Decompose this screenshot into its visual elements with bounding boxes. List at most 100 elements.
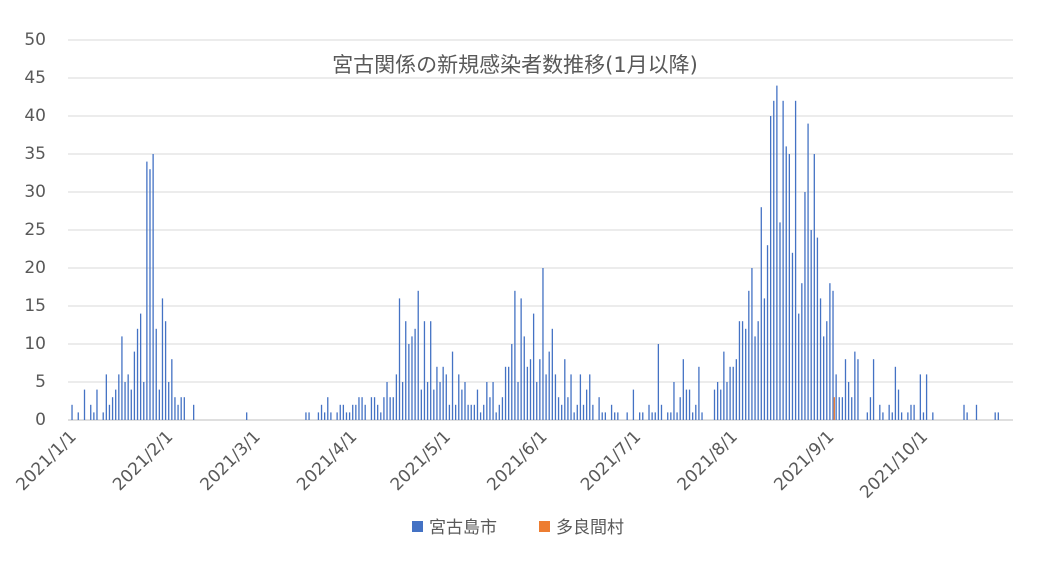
bar: [501, 397, 504, 420]
bar: [838, 397, 840, 420]
bar: [542, 268, 544, 420]
bar: [345, 412, 348, 420]
bar: [698, 366, 700, 420]
bar: [392, 397, 394, 420]
bar: [389, 397, 391, 420]
bar: [121, 336, 123, 420]
bar: [579, 374, 582, 420]
bar: [398, 298, 401, 420]
bar: [246, 412, 248, 420]
bar: [754, 336, 756, 420]
bar: [473, 404, 476, 420]
bar: [651, 412, 653, 420]
bar: [77, 412, 79, 420]
bar: [639, 412, 641, 420]
bar: [813, 154, 815, 420]
bar: [925, 374, 928, 420]
bar: [111, 397, 114, 420]
y-tick-label: 10: [24, 334, 46, 354]
bar: [168, 382, 170, 420]
bar: [576, 404, 578, 420]
bar: [439, 382, 441, 420]
bar: [183, 397, 185, 420]
bar: [833, 397, 835, 420]
bar: [330, 412, 332, 420]
bar: [841, 397, 844, 420]
bar: [193, 404, 195, 420]
y-tick-label: 50: [24, 30, 46, 50]
chart-title: 宮古関係の新規感染者数推移(1月以降): [332, 53, 698, 77]
bar: [738, 321, 741, 420]
bar: [788, 154, 791, 420]
bar: [71, 404, 73, 420]
bar: [794, 100, 797, 421]
bar: [732, 366, 734, 420]
bar: [386, 382, 388, 420]
bar: [585, 389, 588, 420]
bar: [152, 154, 154, 420]
bar: [695, 404, 697, 420]
bar: [854, 351, 856, 420]
y-tick-label: 40: [24, 106, 46, 126]
bar: [745, 328, 747, 420]
bar: [866, 412, 868, 420]
bar: [127, 374, 129, 420]
bar: [467, 404, 469, 420]
bar: [823, 336, 825, 420]
bar: [133, 351, 136, 420]
bar: [997, 412, 999, 420]
bar: [670, 412, 672, 420]
bar: [414, 328, 416, 420]
bar: [139, 313, 142, 420]
bar: [458, 374, 460, 420]
bar: [769, 116, 772, 420]
bar: [829, 283, 831, 420]
bar: [657, 344, 660, 420]
bar: [810, 230, 812, 420]
bar: [910, 404, 912, 420]
bar: [517, 382, 519, 420]
bar: [83, 389, 86, 420]
bar: [816, 237, 819, 420]
bar: [476, 389, 479, 420]
bar: [405, 321, 407, 420]
bar: [735, 359, 737, 420]
bar: [763, 298, 766, 420]
bar: [451, 351, 454, 420]
bar: [688, 389, 691, 420]
bar: [545, 374, 547, 420]
bar: [557, 397, 560, 420]
bar: [682, 359, 684, 420]
bar: [430, 321, 432, 420]
bar: [819, 298, 822, 420]
bar: [741, 321, 744, 420]
bar: [573, 412, 575, 420]
bar: [308, 412, 310, 420]
bar: [339, 404, 341, 420]
bar: [766, 245, 769, 420]
bar: [149, 169, 151, 420]
bar: [785, 146, 787, 420]
bar: [791, 252, 794, 420]
bar: [108, 404, 111, 420]
y-tick-label: 5: [35, 372, 46, 392]
bar: [373, 397, 376, 420]
bar: [963, 404, 965, 420]
bar: [483, 404, 485, 420]
bar: [454, 404, 457, 420]
bar: [164, 321, 167, 420]
bar: [807, 123, 809, 420]
bar: [342, 404, 345, 420]
bar: [654, 412, 656, 420]
bar: [523, 336, 525, 420]
bar: [567, 397, 569, 420]
bar: [673, 382, 675, 420]
bar: [495, 412, 497, 420]
bar: [317, 412, 320, 420]
bar: [975, 404, 978, 420]
bar: [701, 412, 703, 420]
bar: [729, 366, 731, 420]
bar: [361, 397, 363, 420]
bar: [582, 404, 585, 420]
